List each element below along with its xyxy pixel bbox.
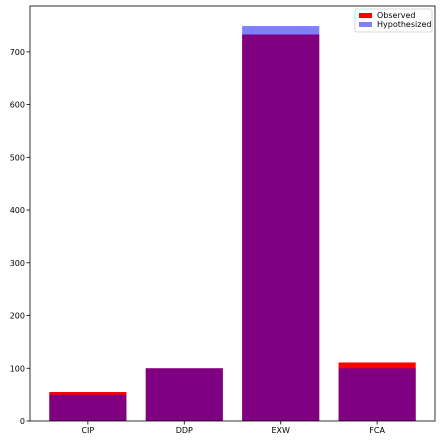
axes: 0 100 200 300 400 500 600 700 CIP DDP EXW FCA (10, 5, 436, 435)
bars (49, 26, 416, 421)
x-tick-label-exw: EXW (271, 426, 290, 435)
legend-swatch-observed (359, 13, 372, 18)
x-tick-label-fca: FCA (369, 426, 385, 435)
y-tick-label-300: 300 (10, 259, 25, 268)
y-tick-label-0: 0 (20, 417, 25, 426)
x-tick-label-ddp: DDP (176, 426, 193, 435)
x-tick-label-cip: CIP (81, 426, 94, 435)
bar-hypothesized-cip (49, 394, 127, 421)
y-tick-label-600: 600 (10, 101, 25, 110)
y-tick-label-200: 200 (10, 312, 25, 321)
y-tick-label-100: 100 (10, 364, 25, 373)
legend-swatch-hypothesized (359, 22, 372, 27)
y-tick-label-400: 400 (10, 206, 25, 215)
legend-label-observed: Observed (377, 11, 416, 20)
legend-box (354, 8, 433, 33)
axes-frame (29, 5, 436, 422)
bar-hypothesized-ddp (145, 368, 223, 421)
plot-background (30, 6, 435, 421)
bar-hypothesized-fca (338, 368, 416, 421)
plot-area (30, 6, 435, 421)
bar-hypothesized-exw (242, 26, 320, 421)
y-tick-label-700: 700 (10, 48, 25, 57)
legend-label-hypothesized: Hypothesized (377, 20, 431, 29)
y-tick-label-500: 500 (10, 153, 25, 162)
